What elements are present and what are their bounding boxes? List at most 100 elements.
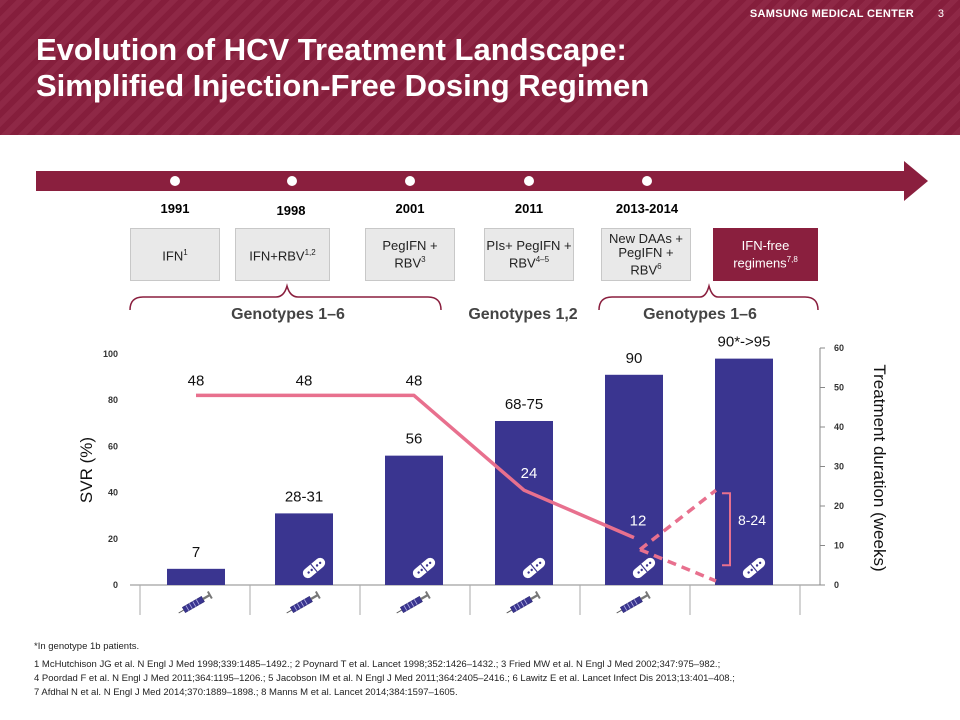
syringe-needle: [178, 609, 185, 614]
regimen-text: IFN-free regimens: [733, 237, 790, 271]
duration-line: [196, 393, 635, 540]
regimen-ref: 6: [657, 261, 662, 271]
syringe-icon: [396, 591, 431, 614]
y2-tick-label: 0: [834, 580, 839, 590]
y2-tick-label: 30: [834, 462, 844, 472]
syringe-mark: [513, 605, 518, 611]
pill-dot: [318, 561, 322, 565]
timeline-dot: [287, 176, 297, 186]
pill-dot: [755, 564, 759, 567]
y2-tick-label: 40: [834, 422, 844, 432]
regimen-box-ifn-free: IFN-free regimens7,8: [713, 228, 818, 281]
regimen-box-pis: PIs+ PegIFN + RBV4–5: [484, 228, 574, 281]
bar-value-label: 90*->95: [718, 334, 771, 351]
syringe-needle: [506, 609, 513, 614]
syringe-barrel: [509, 595, 533, 614]
syringe-barrel: [619, 595, 643, 614]
regimen-ref: 1,2: [304, 247, 316, 257]
pill-seam: [310, 563, 318, 573]
syringe-handle: [534, 591, 541, 599]
pill-dot: [758, 561, 762, 565]
year-label: 2001: [395, 201, 425, 216]
bar: [605, 374, 663, 585]
regimen-text: IFN+RBV: [249, 248, 305, 264]
pill-dot: [530, 568, 533, 572]
pill-icon: [412, 557, 436, 579]
genotype-label: Genotypes 1–6: [643, 306, 757, 323]
syringe-handle: [644, 591, 651, 599]
pill-dot: [527, 571, 530, 574]
bar: [715, 358, 773, 585]
timeline-dot: [405, 176, 415, 186]
duration-label: 48: [406, 372, 423, 389]
regimen-box-new-daas: New DAAs + PegIFN + RBV6: [601, 228, 691, 281]
dashed-projection-upper: [638, 488, 718, 551]
pill-dot: [648, 561, 652, 565]
regimen-ref: 7,8: [786, 254, 798, 264]
syringe-handle: [206, 591, 213, 599]
timeline-arrowhead: [904, 161, 928, 201]
pill-dot: [417, 571, 420, 574]
pill-seam: [750, 563, 758, 573]
syringe-mark: [630, 601, 635, 607]
syringe-mark: [303, 599, 308, 605]
duration-label: 12: [630, 513, 647, 530]
year-label: 2011: [514, 201, 544, 216]
year-label: 1991: [160, 201, 190, 216]
syringe-mark: [188, 603, 193, 609]
year-label: 1998: [276, 203, 306, 218]
pill-dot: [750, 568, 753, 572]
syringe-mark: [406, 603, 411, 609]
y-axis-title: SVR (%): [77, 437, 96, 503]
syringe-mark: [293, 605, 298, 611]
syringe-mark: [403, 605, 408, 611]
syringe-handle: [314, 591, 321, 599]
y-tick-label: 80: [108, 395, 118, 405]
syringe-mark: [410, 601, 415, 607]
bracket-genotypes-1-6-left: [129, 283, 442, 311]
syringe-plunger: [530, 593, 539, 601]
syringe-icon: [506, 591, 541, 614]
reference-line: 1 McHutchison JG et al. N Engl J Med 199…: [34, 659, 721, 670]
duration-label: 48: [296, 372, 313, 389]
pill-dot: [747, 571, 750, 574]
syringe-mark: [195, 599, 200, 605]
syringe-barrel: [289, 595, 313, 614]
pill-icon: [302, 557, 326, 579]
bar-series: 7 28-31 56 68-75 90 90*->95: [167, 334, 773, 585]
pill-dot: [310, 568, 313, 572]
page-number: 3: [937, 8, 944, 20]
genotype-label: Genotypes 1–6: [231, 306, 345, 323]
reference-line: 7 Afdhal N et al. N Engl J Med 2014;370:…: [34, 687, 458, 698]
syringe-mark: [523, 599, 528, 605]
syringe-plunger: [202, 593, 211, 601]
bar-value-label: 28-31: [285, 488, 323, 505]
syringe-plunger: [640, 593, 649, 601]
syringe-barrel: [181, 595, 205, 614]
syringe-mark: [192, 601, 197, 607]
syringe-mark: [633, 599, 638, 605]
regimen-text: New DAAs + PegIFN + RBV: [608, 230, 684, 278]
syringe-mark: [623, 605, 628, 611]
pill-dot: [428, 561, 432, 565]
regimen-ref: 1: [183, 247, 188, 257]
pill-dot: [307, 571, 310, 574]
pill-icon: [742, 557, 766, 579]
year-label: 2013-2014: [615, 201, 679, 216]
bar-value-label: 7: [192, 544, 200, 561]
dosing-icons: [178, 557, 766, 614]
regimen-box-pegifn-rbv: PegIFN + RBV3: [365, 228, 455, 281]
y-tick-label: 40: [108, 488, 118, 498]
syringe-needle: [616, 609, 623, 614]
syringe-mark: [300, 601, 305, 607]
syringe-mark: [296, 603, 301, 609]
bracket-genotypes-1-6-right: [598, 283, 819, 311]
syringe-plunger: [310, 593, 319, 601]
duration-line-series: 48 48 48 24 12 8-24: [188, 372, 766, 583]
syringe-plunger: [420, 593, 429, 601]
syringe-mark: [626, 603, 631, 609]
title-line-2: Simplified Injection-Free Dosing Regimen: [36, 68, 650, 103]
pill-dot: [420, 568, 423, 572]
pill-seam: [640, 563, 648, 573]
y-tick-label: 60: [108, 441, 118, 451]
